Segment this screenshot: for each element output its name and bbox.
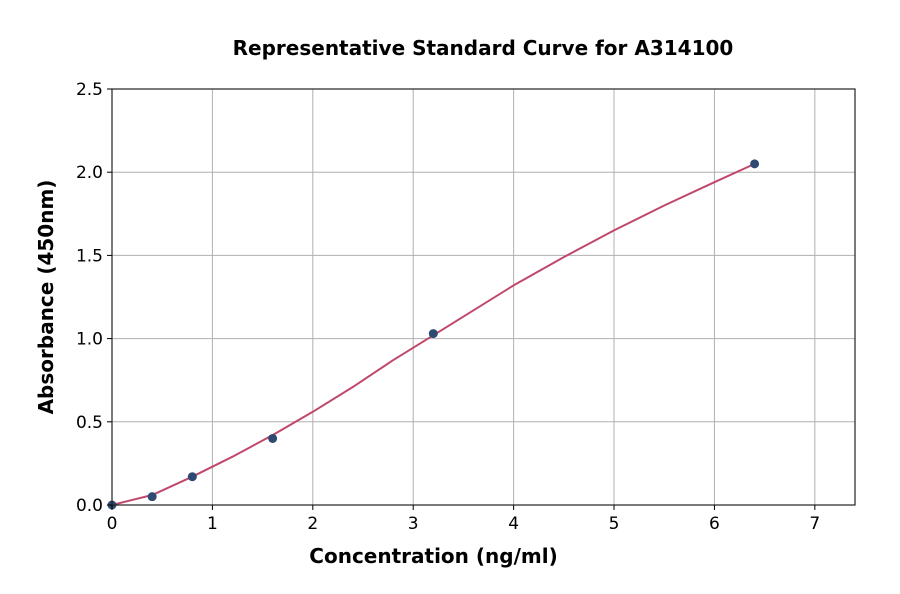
x-tick-label: 4 bbox=[508, 514, 519, 534]
data-point bbox=[187, 472, 197, 482]
x-tick-label: 6 bbox=[709, 514, 720, 534]
y-tick-label: 0.0 bbox=[76, 496, 103, 516]
chart-title: Representative Standard Curve for A31410… bbox=[232, 36, 734, 60]
data-point bbox=[428, 329, 438, 339]
y-tick-label: 2.0 bbox=[76, 163, 103, 183]
data-point bbox=[147, 492, 157, 502]
x-tick-label: 5 bbox=[609, 514, 620, 534]
y-axis-label: Absorbance (450nm) bbox=[34, 180, 58, 415]
x-tick-label: 0 bbox=[107, 514, 118, 534]
x-tick-label: 1 bbox=[207, 514, 218, 534]
x-tick-label: 2 bbox=[307, 514, 318, 534]
data-point bbox=[268, 433, 278, 443]
x-axis-label: Concentration (ng/ml) bbox=[309, 544, 557, 568]
y-tick-label: 1.0 bbox=[76, 330, 103, 350]
x-tick-label: 3 bbox=[408, 514, 419, 534]
plot-frame bbox=[111, 88, 856, 506]
y-tick-label: 2.5 bbox=[76, 80, 103, 100]
data-point bbox=[750, 159, 760, 169]
x-tick-label: 7 bbox=[809, 514, 820, 534]
y-tick-label: 1.5 bbox=[76, 246, 103, 266]
y-tick-label: 0.5 bbox=[76, 413, 103, 433]
fitted-curve bbox=[111, 162, 756, 506]
